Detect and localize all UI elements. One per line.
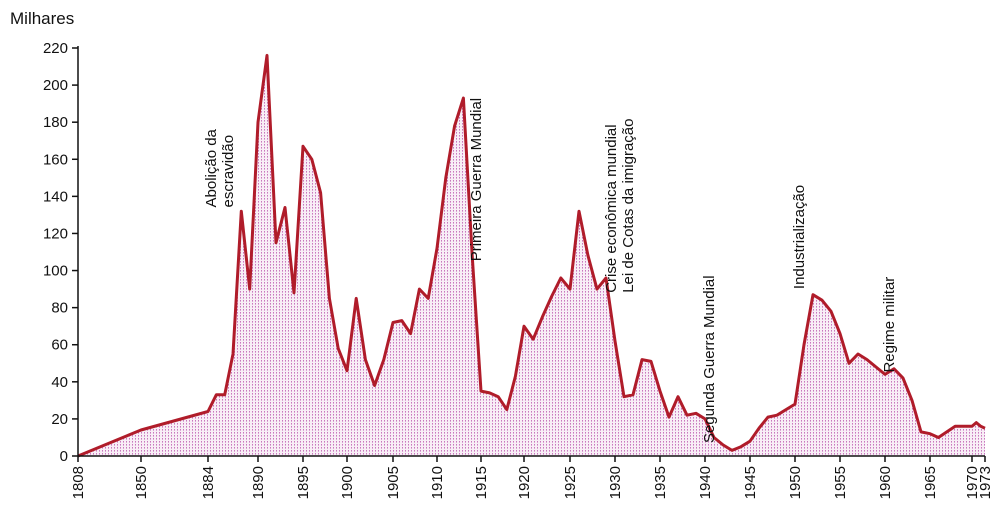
y-axis-label: Milhares — [10, 9, 74, 28]
y-tick-label: 140 — [43, 188, 68, 205]
x-tick-label: 1905 — [385, 466, 402, 499]
x-tick-label: 1945 — [742, 466, 759, 499]
annotation-label: escravidão — [220, 135, 237, 208]
annotations: Abolição da escravidão Primeira Guerra Mun… — [203, 98, 898, 443]
y-tick-label: 20 — [51, 411, 68, 428]
x-tick-label: 1950 — [787, 466, 804, 499]
y-tick-label: 60 — [51, 337, 68, 354]
annotation-label: Regime militar — [881, 277, 898, 373]
annotation-label: Primeira Guerra Mundial — [468, 98, 485, 261]
x-tick-label: 1960 — [877, 466, 894, 499]
x-tick-label: 1890 — [250, 466, 267, 499]
x-tick-label: 1895 — [295, 466, 312, 499]
x-tick-label: 1955 — [832, 466, 849, 499]
x-tick-label: 1930 — [607, 466, 624, 499]
y-tick-label: 200 — [43, 77, 68, 94]
area-layer — [78, 55, 985, 457]
area-fill — [78, 55, 985, 457]
y-tick-label: 80 — [51, 300, 68, 317]
x-tick-label: 1973 — [977, 466, 994, 499]
y-tick-label: 0 — [60, 448, 68, 465]
annotation-label: Lei de Cotas da imigração — [620, 119, 637, 293]
y-tick-label: 220 — [43, 40, 68, 57]
annotation-label: Abolição da — [203, 128, 220, 207]
annotation-label: Industrialização — [791, 185, 808, 289]
x-ticks: 1808 1850 1884 1890 1895 1900 1905 1910 1915 1920… — [70, 456, 994, 499]
x-tick-label: 1925 — [562, 466, 579, 499]
x-tick-label: 1920 — [516, 466, 533, 499]
y-tick-label: 40 — [51, 374, 68, 391]
x-tick-label: 1900 — [339, 466, 356, 499]
series-line — [77, 53, 986, 458]
y-tick-label: 120 — [43, 225, 68, 242]
x-tick-label: 1915 — [473, 466, 490, 499]
axes — [77, 46, 985, 457]
x-tick-label: 1808 — [70, 466, 87, 499]
y-tick-label: 180 — [43, 114, 68, 131]
x-tick-label: 1970 — [964, 466, 981, 499]
line-layer — [77, 53, 986, 458]
y-tick-label: 100 — [43, 263, 68, 280]
annotation-label: Segunda Guerra Mundial — [701, 275, 718, 443]
annotation-label: Crise econômica mundial — [603, 124, 620, 292]
x-tick-label: 1884 — [200, 466, 217, 499]
x-tick-label: 1850 — [133, 466, 150, 499]
x-tick-label: 1935 — [652, 466, 669, 499]
x-tick-label: 1910 — [429, 466, 446, 499]
y-tick-label: 160 — [43, 151, 68, 168]
x-tick-label: 1940 — [697, 466, 714, 499]
x-tick-label: 1965 — [922, 466, 939, 499]
y-ticks: 0 20 40 60 80 100 120 140 160 180 200 220 — [43, 40, 78, 465]
